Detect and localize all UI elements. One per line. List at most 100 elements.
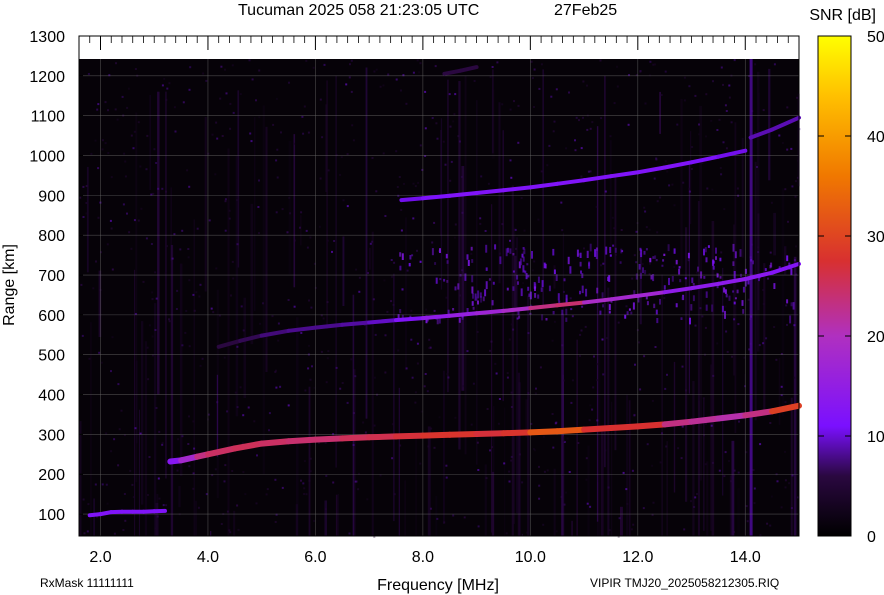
spread-echo [458, 317, 461, 323]
noise-speck [305, 229, 308, 232]
noise-speck [221, 135, 224, 137]
noise-speck [716, 272, 718, 275]
spread-echo [732, 243, 735, 252]
noise-speck [309, 470, 312, 473]
noise-speck [324, 508, 327, 511]
noise-speck [224, 200, 227, 203]
noise-speck [405, 102, 408, 105]
noise-speck [308, 344, 310, 347]
noise-speck [588, 419, 591, 422]
noise-streak [193, 219, 195, 536]
noise-speck [566, 437, 569, 440]
noise-speck [326, 357, 329, 360]
noise-speck [390, 259, 393, 261]
noise-speck [562, 440, 565, 442]
echo-trace [167, 402, 802, 465]
noise-speck [94, 483, 97, 486]
spread-echo [786, 255, 789, 262]
noise-speck [350, 358, 353, 361]
noise-streak [293, 134, 296, 288]
noise-speck [366, 498, 369, 501]
noise-speck [80, 283, 83, 286]
noise-speck [733, 59, 736, 62]
noise-speck [538, 465, 540, 468]
spread-echo [485, 281, 488, 290]
noise-speck [510, 455, 513, 458]
noise-streak [688, 161, 690, 394]
noise-speck [192, 293, 195, 296]
noise-speck [255, 502, 258, 505]
trace-segment [231, 440, 265, 452]
noise-speck [780, 506, 783, 509]
spread-echo [533, 282, 536, 289]
noise-speck [225, 92, 228, 95]
noise-speck [793, 259, 796, 262]
noise-speck [310, 306, 313, 309]
noise-speck [154, 527, 157, 530]
noise-speck [461, 211, 464, 214]
noise-speck [151, 291, 154, 294]
noise-speck [444, 163, 447, 166]
spread-echo [662, 259, 665, 262]
noise-speck [586, 128, 589, 131]
noise-streak [149, 95, 151, 190]
spread-echo [484, 289, 487, 297]
noise-speck [155, 162, 158, 164]
noise-speck [350, 59, 353, 62]
noise-speck [258, 232, 260, 235]
spread-echo [707, 245, 710, 248]
trace-segment [312, 435, 346, 443]
noise-speck [133, 130, 136, 133]
noise-speck [379, 85, 382, 88]
noise-speck [786, 148, 789, 151]
noise-speck [508, 338, 511, 341]
noise-speck [157, 187, 160, 190]
noise-speck [229, 531, 232, 534]
noise-speck [460, 175, 463, 178]
noise-speck [602, 373, 605, 376]
noise-speck [704, 326, 707, 329]
noise-speck [697, 133, 700, 136]
spread-echo [464, 273, 467, 281]
noise-speck [275, 159, 278, 162]
noise-speck [130, 247, 133, 250]
noise-speck [512, 328, 515, 331]
y-tick-label: 800 [38, 228, 65, 245]
spread-echo [758, 274, 760, 282]
noise-speck [712, 80, 714, 83]
noise-speck [784, 486, 787, 489]
noise-speck [201, 357, 204, 360]
noise-speck [113, 438, 116, 441]
spread-echo [711, 304, 714, 312]
noise-speck [487, 182, 490, 185]
noise-speck [523, 229, 526, 232]
noise-streak [464, 75, 467, 455]
spread-echo [678, 266, 681, 269]
noise-speck [586, 84, 588, 87]
noise-speck [651, 513, 654, 516]
noise-streak [511, 185, 514, 536]
noise-speck [618, 517, 621, 520]
noise-speck [745, 451, 748, 454]
spread-echo [742, 286, 745, 293]
spread-echo [773, 283, 776, 289]
y-tick-label: 1200 [29, 69, 65, 86]
spread-echo [399, 309, 402, 314]
noise-streak [210, 531, 212, 536]
y-tick-label: 700 [38, 268, 65, 285]
noise-speck [319, 98, 322, 101]
noise-speck [515, 247, 517, 250]
noise-speck [262, 302, 264, 305]
noise-speck [589, 505, 592, 508]
noise-speck [661, 432, 663, 435]
noise-speck [392, 303, 395, 306]
noise-speck [105, 432, 108, 435]
echo-trace [216, 261, 801, 349]
noise-speck [327, 350, 330, 353]
noise-speck [390, 300, 393, 303]
noise-speck [666, 170, 669, 173]
noise-speck [635, 230, 638, 233]
spread-echo [517, 310, 520, 315]
spread-echo [719, 276, 722, 279]
noise-speck [340, 156, 343, 159]
